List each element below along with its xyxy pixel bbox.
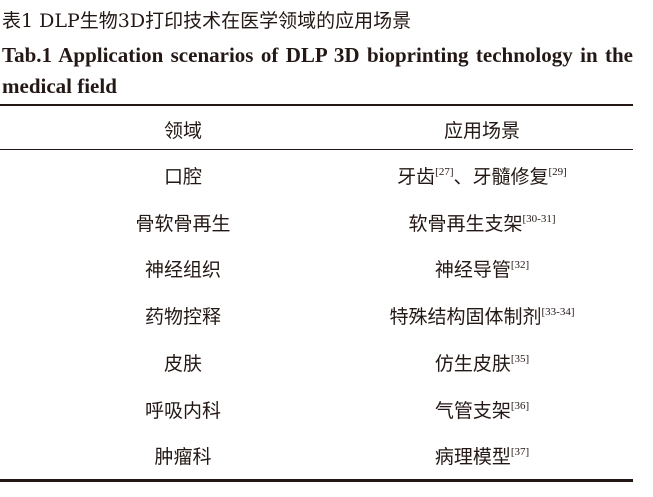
- bottom-rule: [0, 479, 633, 482]
- reference-citation: [35]: [510, 352, 530, 365]
- application-text: 软骨再生支架: [408, 212, 523, 235]
- reference-citation: [37]: [510, 446, 530, 459]
- application-text: 特殊结构固体制剂: [389, 306, 542, 329]
- table-cell-field: 神经组织: [144, 259, 221, 282]
- table-cell-application: 仿生皮肤[35]: [332, 349, 632, 376]
- table-cell-application: 牙齿[27]、牙髓修复[29]: [332, 162, 632, 189]
- reference-citation: [36]: [510, 399, 530, 412]
- table-cell-application: 神经导管[32]: [332, 255, 632, 282]
- caption-chinese: 表1 DLP生物3D打印技术在医学领域的应用场景: [2, 10, 412, 32]
- table-cell-field: 骨软骨再生: [135, 212, 231, 235]
- application-text: 气管支架: [434, 399, 511, 422]
- application-text: 神经导管: [434, 259, 511, 282]
- table-cell-field: 皮肤: [163, 352, 202, 375]
- table-cell-application: 软骨再生支架[30-31]: [332, 209, 632, 236]
- reference-citation: [27]: [435, 166, 454, 178]
- top-rule: [0, 104, 633, 106]
- reference-citation: [29]: [548, 166, 567, 178]
- header-application: 应用场景: [443, 120, 520, 142]
- table-cell-field: 口腔: [163, 166, 202, 188]
- header-field: 领域: [163, 120, 202, 142]
- application-text: 病理模型: [434, 446, 511, 469]
- reference-citation: [30-31]: [522, 212, 556, 225]
- reference-citation: [33-34]: [541, 306, 575, 319]
- caption-english: Tab.1 Application scenarios of DLP 3D bi…: [2, 43, 633, 98]
- application-text: 、牙髓修复: [453, 166, 549, 188]
- application-text: 仿生皮肤: [434, 352, 511, 375]
- table-cell-application: 气管支架[36]: [332, 396, 632, 423]
- table-cell-field: 肿瘤科: [154, 446, 212, 469]
- table-cell-application: 病理模型[37]: [332, 442, 632, 469]
- table-cell-application: 特殊结构固体制剂[33-34]: [332, 302, 632, 329]
- reference-citation: [32]: [510, 259, 530, 272]
- table-cell-field: 呼吸内科: [144, 399, 221, 422]
- table-cell-field: 药物控释: [144, 306, 221, 329]
- application-text: 牙齿: [397, 166, 436, 188]
- header-rule: [0, 149, 633, 150]
